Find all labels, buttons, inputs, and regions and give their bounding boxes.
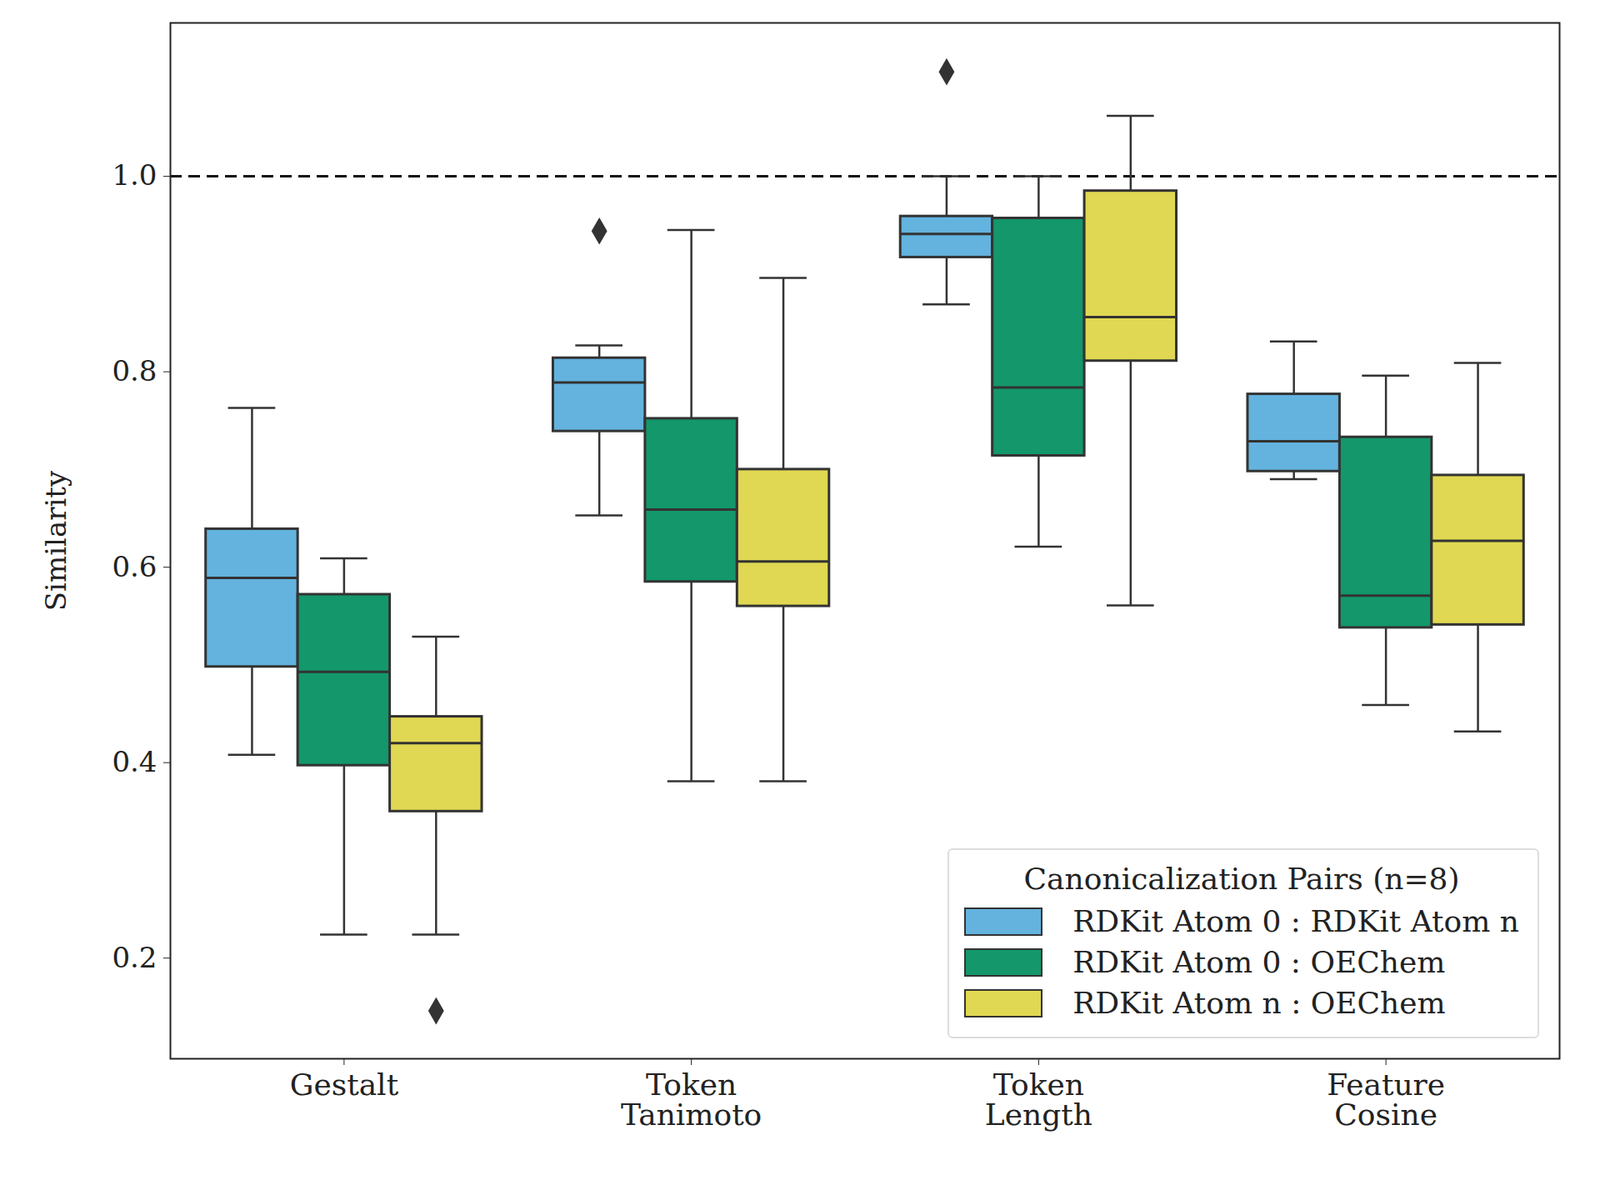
html-text:Canonicalization Pairs (n=8): Canonicalization Pairs (n=8) bbox=[1023, 861, 1460, 896]
svg-text:0.4: 0.4 bbox=[111, 745, 157, 779]
svg-text:TokenTanimoto: TokenTanimoto bbox=[620, 1067, 762, 1132]
svg-text:1.0: 1.0 bbox=[111, 158, 157, 192]
html-text:RDKit Atom n : OEChem: RDKit Atom n : OEChem bbox=[1072, 985, 1446, 1020]
svg-text:0.6: 0.6 bbox=[111, 550, 157, 584]
svg-text:Gestalt: Gestalt bbox=[290, 1067, 400, 1102]
html-text:RDKit Atom 0 : OEChem: RDKit Atom 0 : OEChem bbox=[1072, 945, 1446, 980]
svg-text:FeatureCosine: FeatureCosine bbox=[1326, 1067, 1445, 1132]
svg-text:Similarity: Similarity bbox=[39, 470, 73, 611]
svg-text:0.8: 0.8 bbox=[111, 354, 157, 388]
svg-text:0.2: 0.2 bbox=[111, 940, 157, 975]
svg-text:TokenLength: TokenLength bbox=[985, 1067, 1093, 1132]
html-text:RDKit Atom 0 : RDKit Atom n: RDKit Atom 0 : RDKit Atom n bbox=[1072, 904, 1520, 939]
